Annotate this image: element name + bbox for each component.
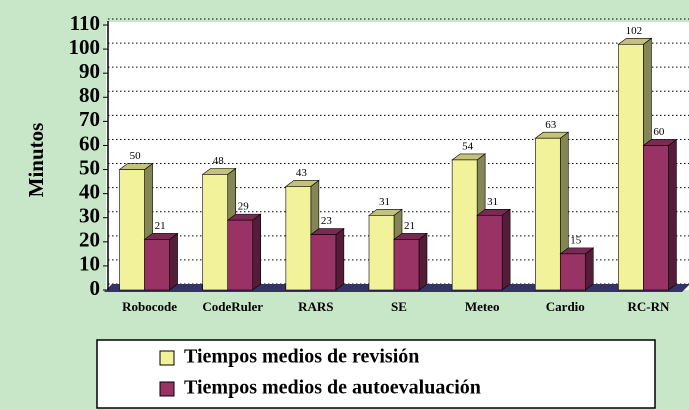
- y-tick-label: 30: [79, 204, 100, 228]
- x-tick-label: Meteo: [465, 299, 500, 314]
- bar: [119, 169, 145, 291]
- legend: [96, 339, 656, 409]
- value-label: 102: [626, 25, 643, 37]
- legend-swatch: [159, 381, 175, 397]
- value-label: 48: [213, 155, 225, 167]
- value-label: 15: [570, 234, 582, 246]
- value-label: 23: [321, 215, 333, 227]
- bar: [202, 174, 229, 291]
- legend-label: Tiempos medios de revisión: [184, 346, 419, 368]
- bar: [227, 219, 254, 291]
- bar-side: [335, 227, 345, 291]
- bar: [393, 239, 420, 291]
- bar: [643, 145, 669, 291]
- bar-side: [418, 232, 428, 291]
- bar: [144, 239, 170, 291]
- value-label: 60: [653, 126, 665, 138]
- legend-label: Tiempos medios de autoevaluación: [184, 377, 481, 399]
- y-tick-label: 10: [79, 252, 100, 276]
- bar-side: [252, 213, 262, 291]
- y-tick-label: 80: [79, 83, 100, 107]
- y-tick-label: 0: [90, 276, 101, 300]
- y-tick-label: 60: [79, 131, 100, 155]
- value-label: 50: [130, 150, 142, 162]
- x-tick-label: RARS: [298, 299, 333, 314]
- bar-side: [668, 138, 677, 291]
- value-label: 54: [462, 140, 474, 152]
- y-tick-label: 110: [70, 11, 100, 35]
- x-tick-label: Cardio: [546, 299, 585, 314]
- bar: [476, 215, 503, 291]
- bar-side: [584, 247, 594, 291]
- y-tick-label: 20: [79, 228, 100, 252]
- bar: [534, 137, 561, 291]
- y-tick-label: 100: [69, 35, 101, 59]
- y-tick-label: 70: [79, 107, 100, 131]
- bar: [368, 215, 395, 291]
- x-tick-label: RC-RN: [627, 299, 669, 314]
- value-label: 63: [545, 119, 557, 131]
- value-label: 21: [404, 220, 415, 232]
- x-tick-label: CodeRuler: [202, 299, 263, 314]
- value-label: 29: [238, 201, 250, 213]
- bar: [285, 186, 312, 291]
- y-axis-label: Minutos: [24, 123, 48, 198]
- bar: [559, 253, 586, 291]
- legend-swatch: [159, 350, 175, 366]
- x-tick-label: SE: [391, 299, 407, 314]
- value-label: 21: [155, 220, 166, 232]
- y-tick-label: 90: [79, 59, 100, 83]
- bar-side: [501, 208, 511, 291]
- y-tick-label: 50: [79, 155, 100, 179]
- bar: [310, 234, 337, 291]
- x-tick-label: Robocode: [122, 299, 177, 314]
- bar-side: [169, 232, 178, 291]
- value-label: 43: [296, 167, 308, 179]
- value-label: 31: [379, 196, 390, 208]
- bar: [451, 159, 478, 291]
- y-tick-label: 40: [79, 179, 100, 203]
- bar: [618, 43, 644, 291]
- value-label: 31: [487, 196, 498, 208]
